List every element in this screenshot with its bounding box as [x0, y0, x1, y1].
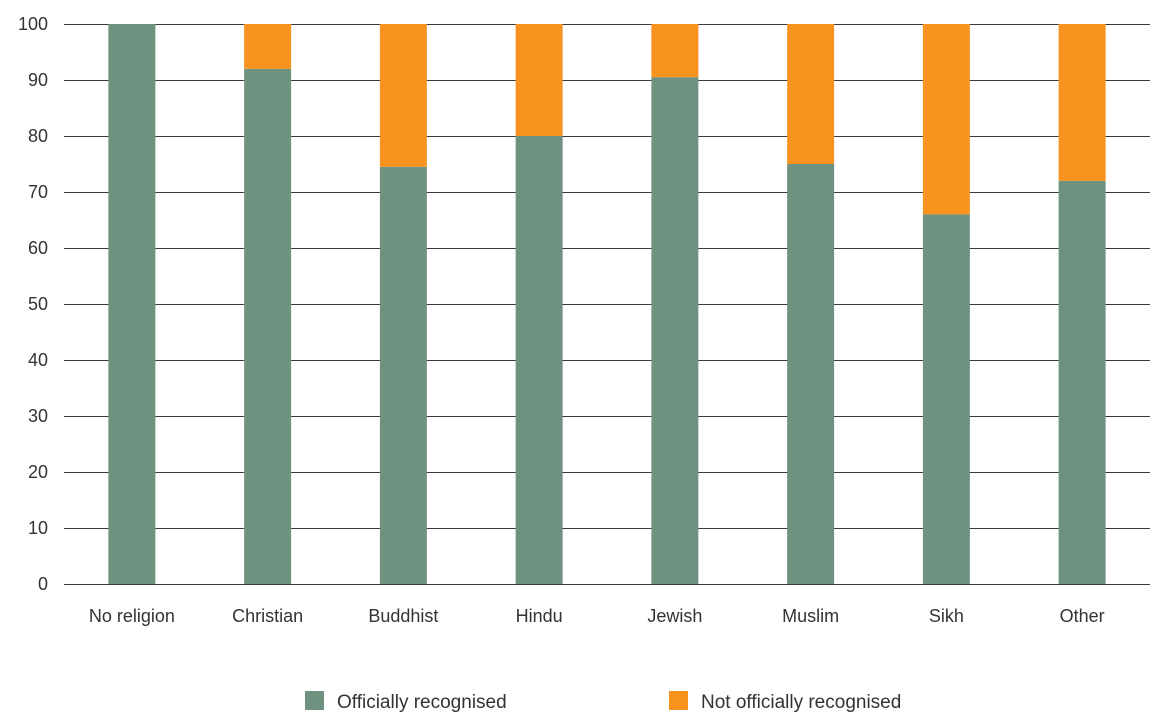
y-tick-label: 0 [38, 574, 48, 594]
bar-buddhist-not-recognised [379, 24, 427, 167]
y-tick-label: 20 [28, 462, 48, 482]
legend-swatch [305, 691, 324, 710]
bar-no-religion-recognised [108, 24, 156, 584]
bar-buddhist-recognised [379, 166, 427, 585]
x-tick-label: Sikh [929, 606, 964, 626]
x-tick-label: Hindu [516, 606, 563, 626]
bar-jewish-not-recognised [651, 24, 699, 78]
y-tick-label: 30 [28, 406, 48, 426]
legend-label: Officially recognised [337, 692, 507, 713]
y-tick-label: 100 [18, 14, 48, 34]
bars [108, 24, 1106, 585]
y-tick-label: 60 [28, 238, 48, 258]
y-axis-tick-labels: 0 10 20 30 40 50 60 70 80 90 100 [18, 14, 48, 594]
gridlines [64, 24, 1150, 585]
x-tick-label: Other [1060, 606, 1105, 626]
x-tick-label: Jewish [647, 606, 702, 626]
bar-sikh-recognised [922, 214, 970, 584]
x-tick-label: No religion [89, 606, 175, 626]
bar-other-recognised [1058, 180, 1106, 585]
y-tick-label: 80 [28, 126, 48, 146]
y-tick-label: 40 [28, 350, 48, 370]
legend-swatch [669, 691, 688, 710]
bar-hindu-recognised [515, 136, 563, 584]
y-tick-label: 50 [28, 294, 48, 314]
x-tick-label: Buddhist [368, 606, 438, 626]
legend: Officially recognised Not officially reco… [305, 691, 901, 713]
bar-christian-not-recognised [244, 24, 292, 69]
y-tick-label: 70 [28, 182, 48, 202]
bar-sikh-not-recognised [922, 24, 970, 215]
x-tick-label: Christian [232, 606, 303, 626]
bar-hindu-not-recognised [515, 24, 563, 136]
bar-muslim-not-recognised [787, 24, 835, 164]
legend-label: Not officially recognised [701, 692, 901, 713]
bar-other-not-recognised [1058, 24, 1106, 181]
y-tick-label: 10 [28, 518, 48, 538]
y-tick-label: 90 [28, 70, 48, 90]
x-tick-label: Muslim [782, 606, 839, 626]
bar-muslim-recognised [787, 164, 835, 584]
bar-christian-recognised [244, 68, 292, 585]
x-axis-tick-labels: No religion Christian Buddhist Hindu Jewish M… [89, 606, 1105, 626]
bar-jewish-recognised [651, 77, 699, 584]
